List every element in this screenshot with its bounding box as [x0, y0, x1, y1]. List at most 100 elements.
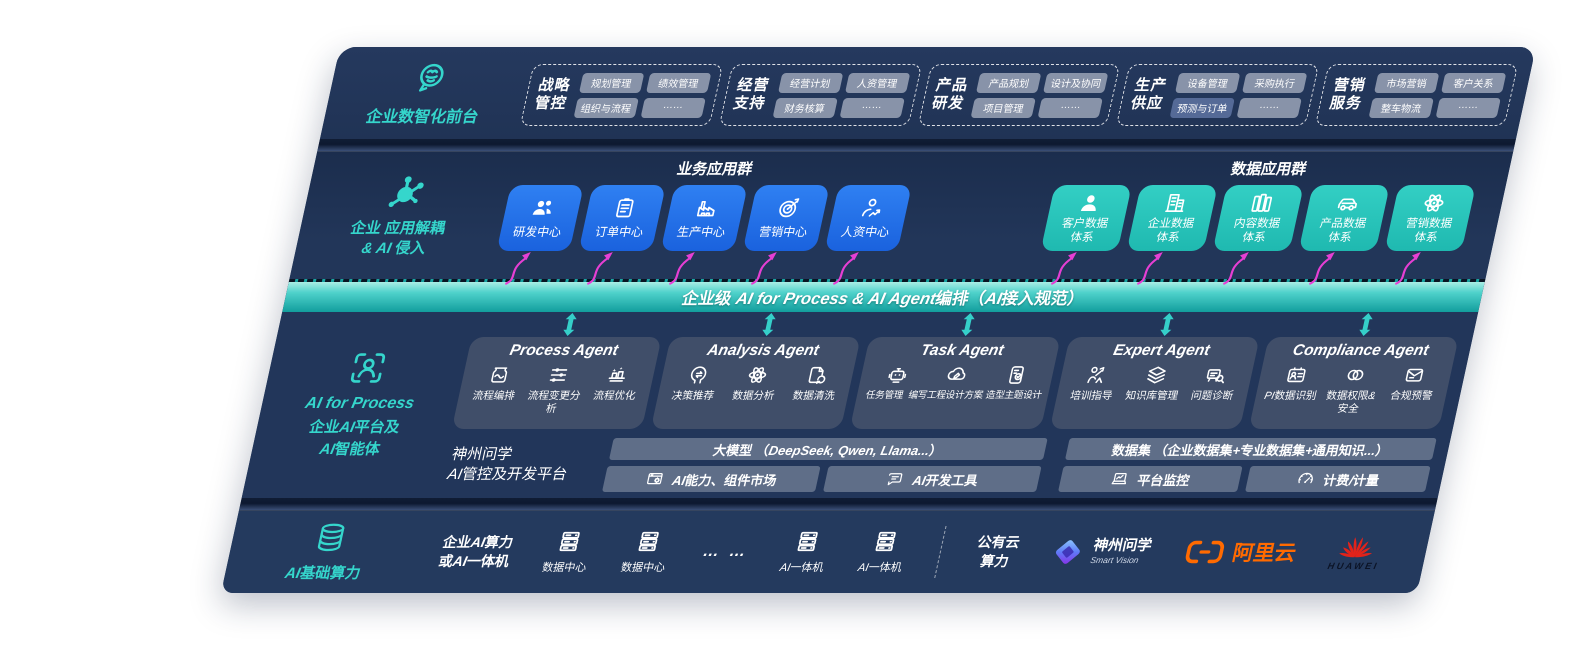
app-layer-label-line1: 企业 应用解耦	[349, 219, 447, 237]
cell-label: 计费/计量	[1321, 472, 1381, 488]
box-label: 研发中心	[511, 225, 563, 239]
chip: ……	[839, 97, 905, 118]
trainer-icon	[1083, 364, 1110, 386]
agent-icons-row	[467, 364, 650, 386]
task-agent-cell: Task Agent 任务管理 编写工程设计方案 造型主题设计	[850, 312, 1066, 429]
agent-labels-row: 决策推荐 数据分析 数据清洗	[663, 390, 844, 403]
agent-item-label: 任务管理	[864, 390, 905, 401]
double-arrow-icon	[562, 313, 577, 336]
factory-icon	[692, 196, 721, 220]
expert-agent-box: Expert Agent 培训指导 知识库管理 问题诊断	[1049, 337, 1260, 429]
ai-platform-label-line3: AI智能体	[317, 441, 382, 458]
app-layer-rail: 企业 应用解耦 & AI 侵入	[289, 152, 512, 279]
layer-divider-bevel	[238, 498, 1438, 511]
gauge-icon	[1295, 470, 1317, 488]
flow-arrow-icon	[1394, 252, 1421, 286]
machine-search-icon	[1202, 364, 1229, 386]
app-layer-label: 企业 应用解耦 & AI 侵入	[344, 219, 447, 260]
flow-arrow-icon	[1050, 252, 1077, 286]
partner-alicloud: 阿里云	[1182, 537, 1300, 567]
datacenter-node: 数据中心	[619, 529, 673, 575]
function-group-strategy: 战略管控 规划管理 绩效管理 组织与流程 ……	[519, 64, 724, 126]
doc-refresh-icon	[804, 364, 831, 386]
agent-item-label: PI数据识别	[1263, 390, 1318, 402]
model-cells: AI能力、组件市场 AI开发工具	[601, 466, 1042, 492]
chip: ……	[1435, 97, 1501, 118]
agent-item-label: 流程变更分析	[526, 390, 582, 415]
cloud-label-line1: 公有云	[975, 534, 1022, 551]
compliance-agent-cell: Compliance Agent PI数据识别 数据权限&安全 合规预警	[1248, 312, 1465, 429]
database-icon	[311, 521, 350, 555]
box-label: 内容数据体系	[1232, 217, 1282, 244]
alicloud-logo-icon	[1182, 539, 1228, 565]
molecule-icon	[382, 172, 431, 212]
smartvision-logo-icon	[1049, 536, 1088, 568]
dev-tools-cell: AI开发工具	[822, 466, 1042, 492]
clipboard-icon	[610, 196, 639, 220]
box-label: 营销数据体系	[1404, 217, 1454, 244]
ai-appliance-node: AI一体机	[857, 529, 910, 575]
expert-agent-cell: Expert Agent 培训指导 知识库管理 问题诊断	[1049, 312, 1265, 429]
app-groups-row: 业务应用群 研发中心 订单中心	[484, 152, 1513, 286]
agent-item-label: 问题诊断	[1189, 390, 1235, 402]
agent-labels-row: 任务管理 编写工程设计方案 造型主题设计	[862, 390, 1043, 401]
billing-cell: 计费/计量	[1245, 466, 1431, 492]
agent-title: Process Agent	[508, 342, 620, 359]
app-decoupling-layer: 企业 应用解耦 & AI 侵入 业务应用群 研发中心	[289, 152, 1514, 286]
capability-market-cell: AI能力、组件市场	[601, 466, 821, 492]
dashed-divider	[934, 526, 947, 578]
order-center-cell: 订单中心	[578, 185, 666, 286]
dev-platform-name-line1: 神州问学	[450, 445, 515, 463]
group-chips: 设备管理 采购执行 预测与订单 ……	[1169, 72, 1308, 118]
box-label: 生产中心	[675, 225, 727, 239]
function-group-operation: 经营支持 经营计划 人资管理 财务核算 ……	[718, 64, 922, 126]
customer-data-box: 客户数据体系	[1040, 185, 1132, 251]
compliance-agent-box: Compliance Agent PI数据识别 数据权限&安全 合规预警	[1248, 337, 1459, 429]
datacenter-node: 数据中心	[541, 529, 595, 575]
front-office-layer: 企业数智化前台 战略管控 规划管理 绩效管理 组织与流程 …… 经营支持 经营计…	[319, 47, 1536, 139]
node-label: 数据中心	[619, 562, 667, 574]
flow-arrow-icon	[1136, 252, 1163, 286]
public-cloud-label: 公有云 算力	[971, 533, 1021, 571]
books-icon	[1247, 191, 1276, 215]
scan-person-icon	[344, 349, 390, 387]
ai-platform-label-line2: 企业AI平台及 AI智能体	[302, 417, 402, 461]
agent-title: Expert Agent	[1111, 342, 1212, 359]
content-data-box: 内容数据体系	[1212, 185, 1304, 251]
box-label: 订单中心	[593, 225, 645, 239]
analysis-agent-cell: Analysis Agent 决策推荐 数据分析 数据清洗	[650, 312, 867, 429]
agent-item-label: 流程优化	[592, 390, 637, 402]
infra-layer: AI基础算力 企业AI算力 或AI一体机 数据中心 数据中心 … …	[220, 511, 1435, 593]
content-data-cell: 内容数据体系	[1212, 185, 1304, 286]
double-arrow-icon	[762, 313, 776, 336]
group-chips: 规划管理 绩效管理 组织与流程 ……	[573, 72, 712, 118]
agent-title: Analysis Agent	[705, 342, 821, 359]
ai-platform-label-line2a: 企业AI平台及	[307, 419, 402, 437]
group-title: 产品研发	[930, 77, 971, 112]
agent-item-label: 造型主题设计	[984, 390, 1043, 401]
flow-arrow-icon	[1222, 252, 1249, 286]
ai-platform-layer: AI for Process 企业AI平台及 AI智能体 Process Age…	[241, 312, 1479, 498]
process-agent-box: Process Agent 流程编排 流程变更分析 流程优化	[451, 337, 662, 429]
order-center-box: 订单中心	[578, 185, 666, 251]
agent-icons-row	[865, 364, 1048, 386]
model-half: 大模型 （DeepSeek, Qwen, Llama...） AI能力、组件市场…	[601, 438, 1048, 492]
data-app-group: 数据应用群 客户数据体系 企业数据体系	[1034, 158, 1481, 286]
chip: 设计及协同	[1043, 72, 1109, 93]
group-chips: 产品规划 设计及协同 项目管理 ……	[970, 72, 1109, 118]
business-group-header: 业务应用群	[675, 161, 755, 178]
chip: 规划管理	[578, 72, 645, 93]
sliders-icon	[545, 364, 572, 386]
infra-label: AI基础算力	[283, 565, 363, 582]
app-layer-label-line2: & AI 侵入	[359, 240, 428, 257]
function-group-product: 产品研发 产品规划 设计及协同 项目管理 ……	[917, 64, 1121, 126]
box-label: 营销中心	[757, 225, 809, 239]
marketing-data-cell: 营销数据体系	[1384, 185, 1476, 286]
hr-center-box: 人资中心	[824, 185, 912, 251]
chip: 项目管理	[970, 97, 1037, 118]
chip: 人资管理	[844, 72, 911, 93]
agent-item-label: 知识库管理	[1124, 390, 1180, 402]
flow-arrow-icon	[504, 252, 531, 286]
marketing-data-box: 营销数据体系	[1384, 185, 1476, 251]
hr-center-cell: 人资中心	[824, 185, 912, 286]
